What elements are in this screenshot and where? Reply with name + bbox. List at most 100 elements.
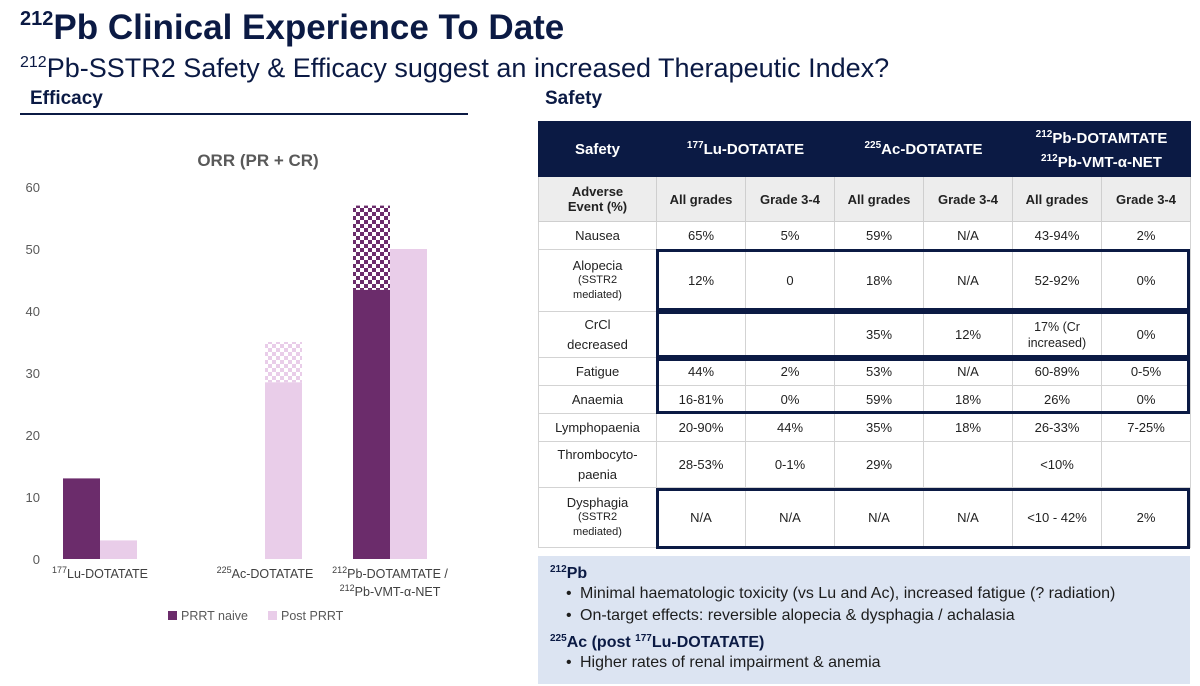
ac-bullet: Higher rates of renal impairment & anemi… [550, 652, 1178, 674]
pb-notes-text: Pb [566, 565, 588, 582]
pb1-sup: 212 [1035, 129, 1053, 140]
bar [265, 382, 302, 559]
cell [656, 311, 746, 358]
legend-swatch [168, 611, 177, 620]
ac-text: Ac-DOTATATE [881, 141, 983, 158]
row-event: Alopecia (SSTR2 mediated) [538, 249, 657, 312]
event-name: Thrombocyto-paenia [557, 446, 638, 482]
cell: 16-81% [656, 385, 746, 414]
bar-checkered-segment [353, 205, 390, 290]
table-row: Lymphopaenia 20-90% 44% 35% 18% 26-33% 7… [538, 413, 1192, 442]
row-event: Fatigue [538, 357, 657, 386]
safety-heading: Safety [545, 88, 603, 109]
event-note: (SSTR2 mediated) [573, 511, 622, 538]
cell: 44% [656, 357, 746, 386]
table-row: Nausea 65% 5% 59% N/A 43-94% 2% [538, 221, 1192, 250]
subheader-pb-all: All grades [1012, 176, 1102, 222]
event-name: Alopecia [572, 258, 623, 273]
cell: 0% [1100, 249, 1192, 312]
lu-sup: 177 [686, 140, 704, 151]
pb2-text: Pb-VMT-α-NET [1057, 154, 1162, 171]
title-text: Pb Clinical Experience To Date [53, 8, 565, 47]
bar [100, 540, 137, 559]
cell: 7-25% [1100, 413, 1192, 442]
ac-notes-text-a: Ac (post [566, 634, 636, 651]
y-tick-label: 30 [26, 366, 40, 381]
cell: 0% [1100, 385, 1192, 414]
ae-line1: Adverse [571, 184, 624, 199]
cell: 53% [834, 357, 924, 386]
row-event: Nausea [538, 221, 657, 250]
lu-text: Lu-DOTATATE [703, 141, 805, 158]
cell: 18% [834, 249, 924, 312]
y-tick-label: 0 [33, 552, 40, 567]
cell: 0 [745, 249, 835, 312]
cell: 18% [923, 385, 1013, 414]
cell: 59% [834, 221, 924, 250]
bar [63, 478, 100, 559]
cell: N/A [923, 487, 1013, 548]
subtitle-superscript: 212 [20, 54, 47, 71]
subheader-lu-g34: Grade 3-4 [745, 176, 835, 222]
cell: <10% [1012, 441, 1102, 488]
efficacy-divider [20, 113, 468, 115]
cell: 17% (Cr increased) [1012, 311, 1102, 358]
category-label: 177Lu-DOTATATE [52, 565, 148, 581]
cell: 35% [834, 413, 924, 442]
cell: 5% [745, 221, 835, 250]
cell: N/A [923, 221, 1013, 250]
legend-label: PRRT naive [181, 609, 248, 623]
table-row: Dysphagia (SSTR2 mediated) N/A N/A N/A N/… [538, 487, 1192, 548]
table-row: Fatigue 44% 2% 53% N/A 60-89% 0-5% [538, 357, 1192, 386]
cell: 0% [745, 385, 835, 414]
category-sup: 212 [340, 583, 355, 593]
category-label-line2: 212Pb-VMT-α-NET [340, 583, 441, 599]
pb-bullet: On-target effects: reversible alopecia &… [550, 605, 1178, 627]
table-row: CrCl decreased 35% 12% 17% (Cr increased… [538, 311, 1192, 358]
header-lu-dotatate: 177Lu-DOTATATE [656, 121, 835, 177]
bar [390, 249, 427, 559]
cell: 35% [834, 311, 924, 358]
cell: <10 - 42% [1012, 487, 1102, 548]
header-pb-agents: 212Pb-DOTAMTATE 212Pb-VMT-α-NET [1011, 121, 1192, 177]
ac-notes-heading: 225Ac (post 177Lu-DOTATATE) [550, 633, 1178, 652]
cell: 20-90% [656, 413, 746, 442]
legend-swatch [268, 611, 277, 620]
cell: 26% [1012, 385, 1102, 414]
category-text: Pb-DOTAMTATE / [347, 567, 448, 581]
ae-line2: Event (%) [567, 199, 628, 214]
cell: 52-92% [1012, 249, 1102, 312]
page-title: 212Pb Clinical Experience To Date [20, 8, 564, 48]
cell [745, 311, 835, 358]
table-row: Thrombocyto-paenia 28-53% 0-1% 29% <10% [538, 441, 1192, 488]
subtitle-text: Pb-SSTR2 Safety & Efficacy suggest an in… [46, 53, 890, 83]
pb1-text: Pb-DOTAMTATE [1052, 130, 1168, 147]
y-tick-label: 10 [26, 490, 40, 505]
cell: N/A [923, 249, 1013, 312]
title-superscript: 212 [20, 8, 54, 30]
category-label: 225Ac-DOTATATE [217, 565, 314, 581]
row-event: Lymphopaenia [538, 413, 657, 442]
cell: 43-94% [1012, 221, 1102, 250]
category-text: Lu-DOTATATE [67, 567, 148, 581]
cell [923, 441, 1013, 488]
pb2-sup: 212 [1041, 153, 1058, 164]
pb-bullet: Minimal haematologic toxicity (vs Lu and… [550, 583, 1178, 605]
cell: 12% [656, 249, 746, 312]
ac-sup: 225 [864, 140, 882, 151]
safety-table: Safety 177Lu-DOTATATE 225Ac-DOTATATE 212… [538, 121, 1192, 548]
category-sup: 225 [217, 565, 232, 575]
header-ac-dotatate: 225Ac-DOTATATE [834, 121, 1013, 177]
bar-checkered-segment [265, 342, 302, 383]
subheader-lu-all: All grades [656, 176, 746, 222]
cell: 29% [834, 441, 924, 488]
table-row: Anaemia 16-81% 0% 59% 18% 26% 0% [538, 385, 1192, 414]
subheader-pb-g34: Grade 3-4 [1100, 176, 1192, 222]
row-event: Thrombocyto-paenia [538, 441, 657, 488]
cell: N/A [656, 487, 746, 548]
category-text: Pb-VMT-α-NET [355, 585, 441, 599]
cell: 28-53% [656, 441, 746, 488]
y-tick-label: 50 [26, 242, 40, 257]
subheader-adverse-event: Adverse Event (%) [538, 176, 657, 222]
event-name: CrCl decreased [567, 316, 628, 352]
